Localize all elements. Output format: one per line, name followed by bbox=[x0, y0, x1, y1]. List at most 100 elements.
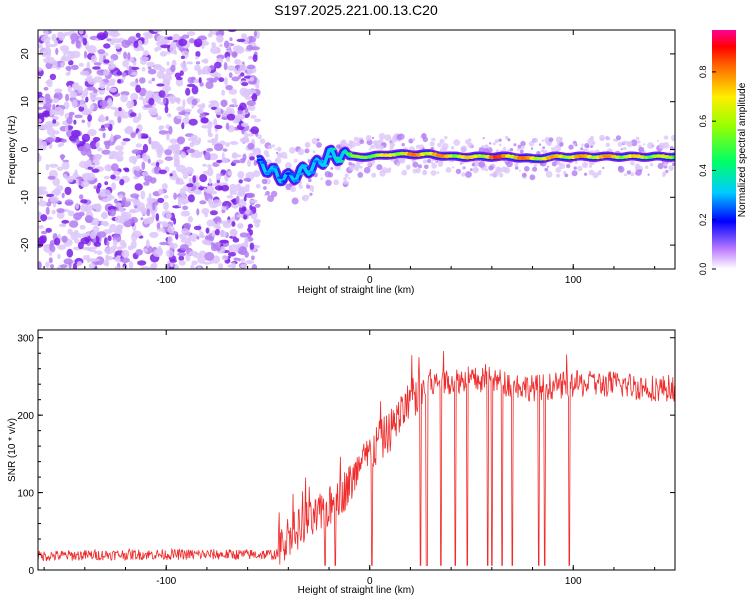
halo-blob bbox=[566, 163, 571, 169]
halo-blob bbox=[301, 197, 305, 200]
noise-blob bbox=[107, 205, 117, 211]
noise-blob bbox=[92, 136, 101, 142]
noise-blob bbox=[130, 240, 137, 249]
noise-blob bbox=[102, 189, 111, 197]
noise-blob bbox=[205, 227, 210, 234]
halo-blob bbox=[545, 171, 553, 178]
noise-blob bbox=[252, 54, 258, 62]
noise-blob bbox=[190, 264, 195, 269]
noise-blob bbox=[59, 264, 68, 269]
noise-blob bbox=[192, 175, 197, 184]
noise-blob bbox=[219, 239, 229, 244]
halo-blob bbox=[353, 136, 359, 142]
noise-blob bbox=[91, 168, 100, 173]
noise-blob bbox=[145, 239, 150, 249]
noise-blob bbox=[231, 204, 239, 209]
halo-blob bbox=[401, 169, 408, 176]
noise-blob bbox=[243, 239, 249, 248]
noise-blob bbox=[116, 70, 123, 76]
noise-blob bbox=[153, 249, 163, 257]
noise-blob bbox=[112, 38, 122, 44]
ridge-cell bbox=[329, 147, 337, 151]
noise-blob bbox=[38, 186, 47, 191]
halo-blob bbox=[316, 142, 322, 148]
noise-blob bbox=[253, 30, 257, 37]
noise-blob bbox=[209, 30, 213, 36]
noise-blob bbox=[128, 260, 134, 269]
halo-blob bbox=[630, 172, 635, 177]
noise-blob bbox=[247, 159, 252, 168]
halo-blob bbox=[482, 137, 485, 140]
noise-blob bbox=[250, 114, 257, 119]
noise-blob bbox=[221, 255, 229, 261]
ridge-cell bbox=[264, 171, 272, 175]
noise-blob bbox=[167, 95, 177, 102]
noise-blob bbox=[103, 175, 110, 180]
noise-blob bbox=[135, 32, 141, 38]
halo-blob bbox=[359, 139, 365, 145]
halo-blob bbox=[498, 172, 504, 178]
noise-blob bbox=[48, 257, 53, 264]
halo-blob bbox=[274, 157, 282, 164]
noise-blob bbox=[146, 201, 153, 211]
noise-blob bbox=[237, 171, 245, 179]
halo-blob bbox=[257, 134, 262, 140]
halo-blob bbox=[492, 142, 496, 146]
noise-blob bbox=[83, 50, 88, 59]
halo-blob bbox=[564, 173, 569, 178]
noise-blob bbox=[165, 213, 172, 219]
noise-blob bbox=[96, 231, 107, 238]
noise-blob bbox=[74, 229, 79, 236]
noise-blob bbox=[99, 80, 106, 90]
halo-blob bbox=[320, 177, 323, 180]
halo-blob bbox=[343, 177, 347, 181]
halo-blob bbox=[285, 162, 292, 170]
noise-blob bbox=[103, 69, 110, 76]
halo-blob bbox=[668, 165, 674, 171]
halo-blob bbox=[384, 134, 392, 142]
noise-blob bbox=[182, 99, 186, 108]
noise-blob bbox=[57, 244, 67, 250]
noise-blob bbox=[160, 44, 171, 49]
noise-blob bbox=[174, 264, 179, 269]
noise-blob bbox=[210, 242, 215, 247]
snr-series-line bbox=[38, 350, 675, 566]
halo-blob bbox=[333, 179, 340, 186]
noise-blob bbox=[220, 109, 224, 114]
halo-blob bbox=[663, 165, 668, 169]
noise-blob bbox=[199, 82, 204, 87]
halo-blob bbox=[363, 166, 371, 174]
noise-blob bbox=[46, 127, 55, 136]
halo-blob bbox=[620, 148, 623, 151]
noise-blob bbox=[92, 225, 100, 234]
noise-blob bbox=[214, 61, 222, 69]
noise-blob bbox=[158, 169, 167, 174]
noise-blob bbox=[51, 209, 56, 215]
halo-blob bbox=[372, 136, 375, 140]
halo-blob bbox=[389, 146, 394, 151]
noise-blob bbox=[225, 122, 230, 130]
noise-blob bbox=[109, 87, 117, 93]
halo-blob bbox=[312, 150, 316, 154]
noise-blob bbox=[151, 77, 156, 82]
noise-blob bbox=[184, 108, 192, 113]
colorbar: 0.0 0.2 0.4 0.6 0.8 Normalized spectral ampl… bbox=[698, 30, 748, 275]
halo-blob bbox=[255, 183, 261, 189]
noise-blob bbox=[87, 114, 92, 122]
noise-blob bbox=[64, 186, 72, 196]
noise-blob bbox=[78, 160, 89, 168]
noise-blob bbox=[209, 79, 217, 83]
noise-blob bbox=[230, 262, 237, 269]
noise-blob bbox=[245, 260, 255, 264]
halo-blob bbox=[453, 139, 461, 146]
noise-blob bbox=[202, 261, 212, 265]
noise-blob bbox=[139, 56, 149, 62]
halo-blob bbox=[517, 144, 522, 149]
noise-blob bbox=[86, 77, 94, 83]
spectrogram-xlabel: Height of straight line (km) bbox=[298, 285, 415, 296]
halo-blob bbox=[501, 166, 508, 173]
halo-blob bbox=[546, 165, 549, 168]
halo-blob bbox=[574, 160, 578, 164]
noise-blob bbox=[216, 221, 221, 230]
noise-blob bbox=[45, 216, 54, 220]
